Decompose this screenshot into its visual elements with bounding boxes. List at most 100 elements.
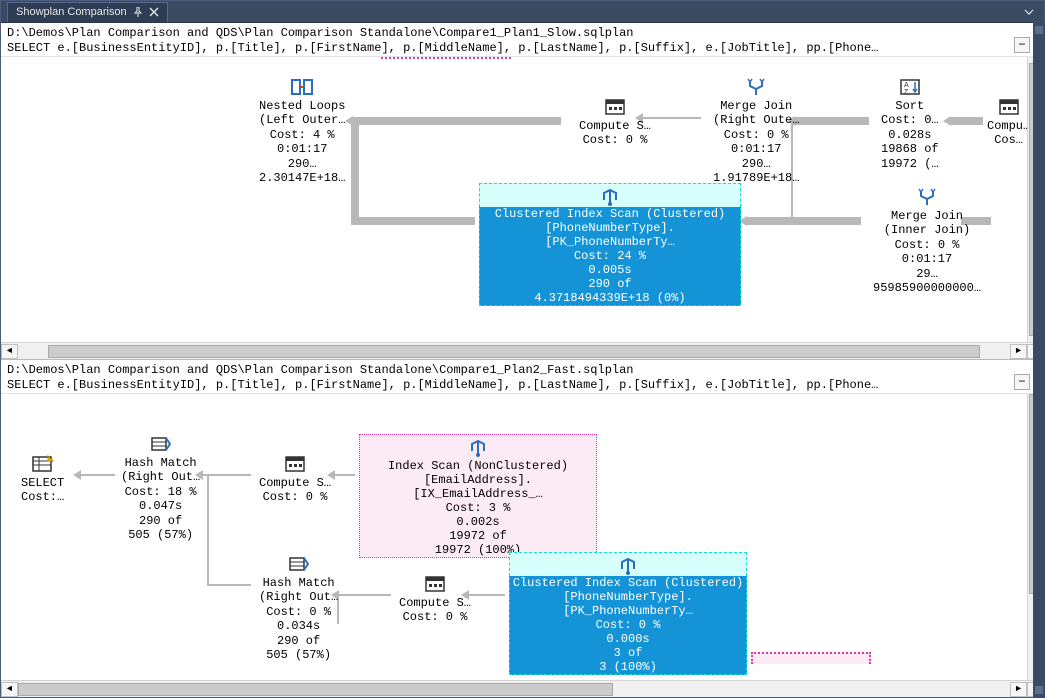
operator-label-line: Cost: 0 % xyxy=(895,238,960,252)
connector xyxy=(207,476,209,586)
operator-label-line: 29… xyxy=(916,267,938,281)
operator-label-line: Sort xyxy=(895,99,924,113)
titlebar: Showplan Comparison xyxy=(1,1,1044,23)
tab-label: Showplan Comparison xyxy=(16,6,127,18)
scroll-left-button[interactable]: ◄ xyxy=(1,344,18,359)
loops-icon xyxy=(290,77,314,97)
horizontal-scrollbar[interactable]: ◄►+ xyxy=(1,680,1044,697)
scan-icon xyxy=(362,435,594,459)
merge-icon xyxy=(915,187,939,207)
connector xyxy=(467,594,505,596)
scrollbar-thumb[interactable] xyxy=(48,345,980,358)
highlighted-operator-cis-clustered-fast[interactable]: Clustered Index Scan (Clustered)[PhoneNu… xyxy=(509,552,747,675)
operator-label-line: 290 of xyxy=(139,514,182,528)
operator-sort[interactable]: AZ SortCost: 0…0.028s19868 of19972 (… xyxy=(881,77,939,171)
operator-label-line: Merge Join xyxy=(720,99,792,113)
operator-compute-scalar-a[interactable]: Compute S…Cost: 0 % xyxy=(259,454,331,505)
merge-icon xyxy=(744,77,768,97)
operator-label-line: 19868 of xyxy=(881,142,939,156)
scroll-right-button[interactable]: ► xyxy=(1010,682,1027,697)
operator-label-line: Merge Join xyxy=(891,209,963,223)
scrollbar-track[interactable] xyxy=(18,682,1010,697)
operator-label-line: Compute S… xyxy=(579,119,651,133)
operator-compute-scalar-b[interactable]: Compute S…Cost: 0 % xyxy=(399,574,471,625)
pin-icon[interactable] xyxy=(133,7,143,17)
operator-labels: Compute S…Cost: 0 % xyxy=(259,476,331,505)
operator-label-line: 290 of xyxy=(482,277,738,291)
operator-merge-join-right[interactable]: Merge Join(Right Oute…Cost: 0 %0:01:1729… xyxy=(713,77,799,185)
highlighted-operator-index-scan-nc[interactable]: Index Scan (NonClustered)[EmailAddress].… xyxy=(359,434,597,558)
connector xyxy=(351,119,359,219)
operator-merge-join-inner[interactable]: Merge Join(Inner Join)Cost: 0 %0:01:1729… xyxy=(873,187,981,295)
operator-label-line: Compute S… xyxy=(259,476,331,490)
operator-label-line: 19972 of xyxy=(362,529,594,543)
operator-label-line: 0.028s xyxy=(888,128,931,142)
plan-path: D:\Demos\Plan Comparison and QDS\Plan Co… xyxy=(7,363,1038,378)
connector-arrow xyxy=(943,116,951,126)
connector-arrow xyxy=(73,470,81,480)
scrollbar-track[interactable] xyxy=(18,344,1010,359)
close-icon[interactable] xyxy=(149,7,159,17)
operator-hash-match-1[interactable]: Hash Match(Right Out…Cost: 18 %0.047s290… xyxy=(121,434,200,542)
operator-label-line: 0.047s xyxy=(139,499,182,513)
operator-compute-scalar-1[interactable]: Compute S…Cost: 0 % xyxy=(579,97,651,148)
scan-icon xyxy=(479,183,741,207)
operator-label-line: SELECT xyxy=(21,476,64,490)
operator-label-line: Cost: 0 % xyxy=(266,605,331,619)
operator-label-line: Cost: 0 % xyxy=(724,128,789,142)
window-frame: Showplan Comparison D:\Demos\Plan Compar… xyxy=(0,0,1045,698)
operator-label-line: Nested Loops xyxy=(259,99,345,113)
operator-label-line: 2.30147E+18… xyxy=(259,171,345,185)
collapse-button[interactable]: − xyxy=(1014,374,1030,390)
operator-label-line: (Left Outer… xyxy=(259,113,345,127)
collapse-button[interactable]: − xyxy=(1014,37,1030,53)
plan-path: D:\Demos\Plan Comparison and QDS\Plan Co… xyxy=(7,26,1038,41)
connector xyxy=(351,117,561,125)
operator-label-line: Cost:… xyxy=(21,490,64,504)
operator-labels: SELECTCost:… xyxy=(21,476,64,505)
operator-label-line: Cost: 4 % xyxy=(270,128,335,142)
scroll-left-button[interactable]: ◄ xyxy=(1,682,18,697)
compute-icon xyxy=(603,97,627,117)
operator-label-line: 0:01:17 xyxy=(902,252,952,266)
scrollbar-thumb[interactable] xyxy=(18,683,613,696)
operator-labels: Nested Loops(Left Outer…Cost: 4 %0:01:17… xyxy=(259,99,345,185)
tab-showplan-comparison[interactable]: Showplan Comparison xyxy=(7,2,168,22)
operator-label-line: 0.005s xyxy=(482,263,738,277)
operator-label-line: 505 (57%) xyxy=(128,528,193,542)
operator-label-line: 290 of xyxy=(277,634,320,648)
operator-label-line: Cost: 24 % xyxy=(482,249,738,263)
operator-labels: Hash Match(Right Out…Cost: 0 %0.034s290 … xyxy=(259,576,338,662)
pane-header: D:\Demos\Plan Comparison and QDS\Plan Co… xyxy=(1,360,1044,394)
operator-label-line: Cost: 0 % xyxy=(403,610,468,624)
operator-label-line: (Right Oute… xyxy=(713,113,799,127)
operator-labels: Merge Join(Inner Join)Cost: 0 %0:01:1729… xyxy=(873,209,981,295)
scroll-right-button[interactable]: ► xyxy=(1010,344,1027,359)
operator-hash-match-2[interactable]: Hash Match(Right Out…Cost: 0 %0.034s290 … xyxy=(259,554,338,662)
plan-query: SELECT e.[BusinessEntityID], p.[Title], … xyxy=(7,378,1038,393)
connector xyxy=(79,474,115,476)
operator-label-line: Clustered Index Scan (Clustered) xyxy=(482,207,738,221)
operator-label-line: Cost: 0 % xyxy=(583,133,648,147)
plan-canvas[interactable]: SELECTCost:… Hash Match(Right Out…Cost: … xyxy=(1,394,1044,680)
operator-labels: SortCost: 0…0.028s19868 of19972 (… xyxy=(881,99,939,171)
menu-down-icon[interactable] xyxy=(1024,7,1034,17)
plan-canvas[interactable]: Nested Loops(Left Outer…Cost: 4 % 0:01:17… xyxy=(1,57,1044,342)
scroll-btn-up[interactable] xyxy=(1035,26,1043,34)
sort-icon: AZ xyxy=(898,77,922,97)
operator-nested-loops[interactable]: Nested Loops(Left Outer…Cost: 4 %0:01:17… xyxy=(259,77,345,185)
operator-label-line: 290… xyxy=(742,157,771,171)
operator-compu-right[interactable]: Compu…Cos… xyxy=(987,97,1030,148)
operator-labels: Compu…Cos… xyxy=(987,119,1030,148)
operator-label-line: [EmailAddress].[IX_EmailAddress_… xyxy=(362,473,594,501)
outer-scrollbar[interactable] xyxy=(1033,22,1045,698)
operator-labels: Hash Match(Right Out…Cost: 18 %0.047s290… xyxy=(121,456,200,542)
connector xyxy=(949,117,983,125)
highlighted-operator-cis-clustered-slow[interactable]: Clustered Index Scan (Clustered)[PhoneNu… xyxy=(479,183,741,306)
operator-label-line: Clustered Index Scan (Clustered) xyxy=(512,576,744,590)
operator-label-line: 0:01:17 xyxy=(731,142,781,156)
operator-select[interactable]: SELECTCost:… xyxy=(21,454,64,505)
scroll-btn-down[interactable] xyxy=(1035,686,1043,694)
operator-label-line: 19972 (… xyxy=(881,157,939,171)
horizontal-scrollbar[interactable]: ◄►+ xyxy=(1,342,1044,359)
